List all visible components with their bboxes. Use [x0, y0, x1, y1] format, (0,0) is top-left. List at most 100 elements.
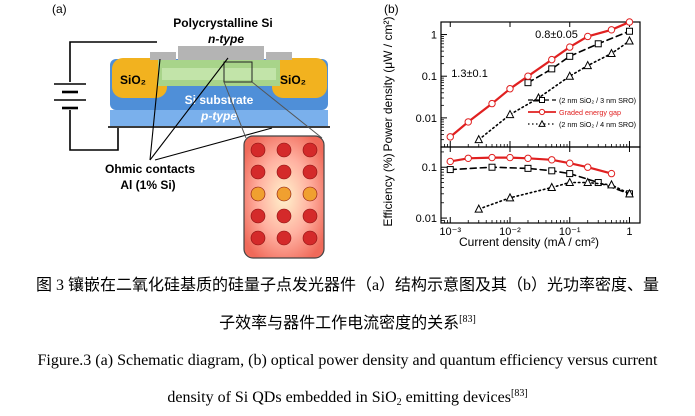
data-point: [594, 179, 602, 187]
data-point: [524, 79, 532, 87]
data-point: [524, 72, 532, 80]
quantum-dot-inset: [243, 135, 325, 259]
data-point: [474, 204, 484, 213]
caption-en-sub: 2: [396, 397, 402, 408]
sio2-left-label: SiO₂: [120, 73, 146, 87]
y-axis-label-power: Power density (μW / cm²): [381, 17, 395, 152]
series-line: [449, 20, 631, 138]
data-point: [594, 40, 602, 48]
figure: (a) SiO₂ SiO₂ Polycrystalline Si: [52, 2, 641, 259]
data-point: [625, 188, 634, 198]
quantum-dot: [250, 142, 266, 158]
data-point: [625, 27, 633, 35]
quantum-dot: [276, 208, 292, 224]
n-type-label: n-type: [208, 32, 244, 46]
caption-zh-line2-text: 子效率与器件工作电流密度的关系: [219, 315, 460, 332]
caption-en-line2: density of Si QDs embedded in SiO2 emitt…: [0, 388, 695, 408]
data-point: [488, 163, 496, 171]
quantum-dot: [302, 164, 318, 180]
data-point: [607, 48, 616, 58]
data-point: [607, 26, 616, 34]
legend-marker: [539, 97, 545, 103]
quantum-dot: [302, 230, 318, 246]
annotation: 0.8±0.05: [535, 29, 578, 41]
poly-si-label: Polycrystalline Si: [173, 16, 272, 30]
data-point: [524, 164, 532, 172]
data-point: [446, 133, 454, 141]
data-point: [584, 32, 592, 41]
data-point: [548, 65, 556, 73]
data-point: [488, 99, 496, 108]
panel-a-label: (a): [52, 2, 67, 16]
data-point: [548, 156, 556, 164]
data-point: [583, 177, 593, 187]
x-tick-label: 10⁻³: [439, 226, 461, 238]
x-tick-label: 1: [626, 226, 632, 238]
contact-pointer-lines: [149, 57, 273, 161]
y-tick-label: 0.1: [422, 162, 437, 174]
battery-icon: [54, 41, 157, 151]
data-point: [625, 35, 634, 45]
quantum-dot: [276, 230, 292, 246]
panel-b: (b) 0.01 0.1 1 1.3±0.1 0.8±0.05 (2 nm SiO₂ / …: [381, 2, 641, 249]
sio2-right-label: SiO₂: [280, 73, 306, 87]
data-point: [584, 163, 592, 171]
x-tick-label: 10⁻¹: [559, 226, 581, 238]
data-point: [524, 154, 532, 162]
efficiency-chart: 10⁻³ 10⁻² 10⁻¹ 1 0.01 0.1: [416, 146, 641, 238]
y-tick-label: 1: [431, 30, 437, 42]
quantum-dot: [276, 164, 292, 180]
data-point: [625, 18, 634, 26]
zoom-box: [223, 61, 253, 83]
data-point: [464, 118, 472, 126]
caption-en-line2-before: density of Si QDs embedded in SiO: [167, 389, 397, 406]
data-point: [583, 60, 593, 70]
data-point: [565, 177, 575, 187]
caption-zh-ref: [83]: [459, 314, 476, 325]
sio2-right: [272, 58, 327, 98]
y-tick-label: 0.01: [416, 213, 437, 225]
quantum-dot: [250, 208, 266, 224]
quantum-dot: [302, 142, 318, 158]
qd-layer: [162, 68, 276, 80]
caption-zh-line1: 图 3 镶嵌在二氧化硅基质的硅量子点发光器件（a）结构示意图及其（b）光功率密度…: [35, 277, 660, 294]
annotation: 1.3±0.1: [451, 68, 488, 80]
data-point: [446, 166, 454, 174]
al-contacts-label: Al (1% Si): [120, 178, 175, 192]
device-cross-section: [108, 46, 330, 128]
caption-zh-line2: 子效率与器件工作电流密度的关系[83]: [0, 314, 695, 334]
panel-a: (a) SiO₂ SiO₂ Polycrystalline Si: [52, 2, 330, 259]
data-point: [548, 167, 556, 175]
contact-pad-right: [266, 52, 292, 60]
data-point: [464, 154, 472, 162]
data-point: [547, 182, 557, 191]
quantum-dot: [302, 186, 318, 202]
caption-en-line1: Figure.3 (a) Schematic diagram, (b) opti…: [37, 352, 658, 369]
p-type-label: p-type: [200, 109, 237, 123]
data-point: [505, 192, 515, 202]
data-point: [607, 169, 616, 178]
x-axis-label: Current density (mA / cm²): [459, 235, 599, 249]
data-point: [506, 153, 514, 162]
data-point: [505, 109, 515, 119]
series-line: [477, 181, 631, 210]
data-point: [474, 134, 484, 144]
substrate-bottom: [110, 110, 328, 127]
quantum-dot: [276, 186, 292, 202]
quantum-dot: [302, 208, 318, 224]
contact-pad-left: [150, 52, 176, 60]
quantum-dot: [250, 230, 266, 246]
ohmic-contacts-label: Ohmic contacts: [105, 162, 195, 176]
contact-pad-center: [178, 46, 264, 60]
data-point: [566, 43, 574, 51]
plot-frame: [440, 146, 641, 224]
legend-label: (2 nm SiO₂ / 4 nm SRO): [559, 120, 636, 129]
zoom-connector-lines: [223, 81, 323, 139]
quantum-dot: [276, 142, 292, 158]
legend-label: Graded energy gap: [559, 108, 621, 117]
data-point: [565, 71, 575, 80]
y-tick-label: 0.01: [416, 113, 437, 125]
y-tick-label: 0.1: [422, 71, 437, 83]
data-point: [566, 159, 574, 167]
substrate-label: Si substrate: [185, 93, 254, 107]
